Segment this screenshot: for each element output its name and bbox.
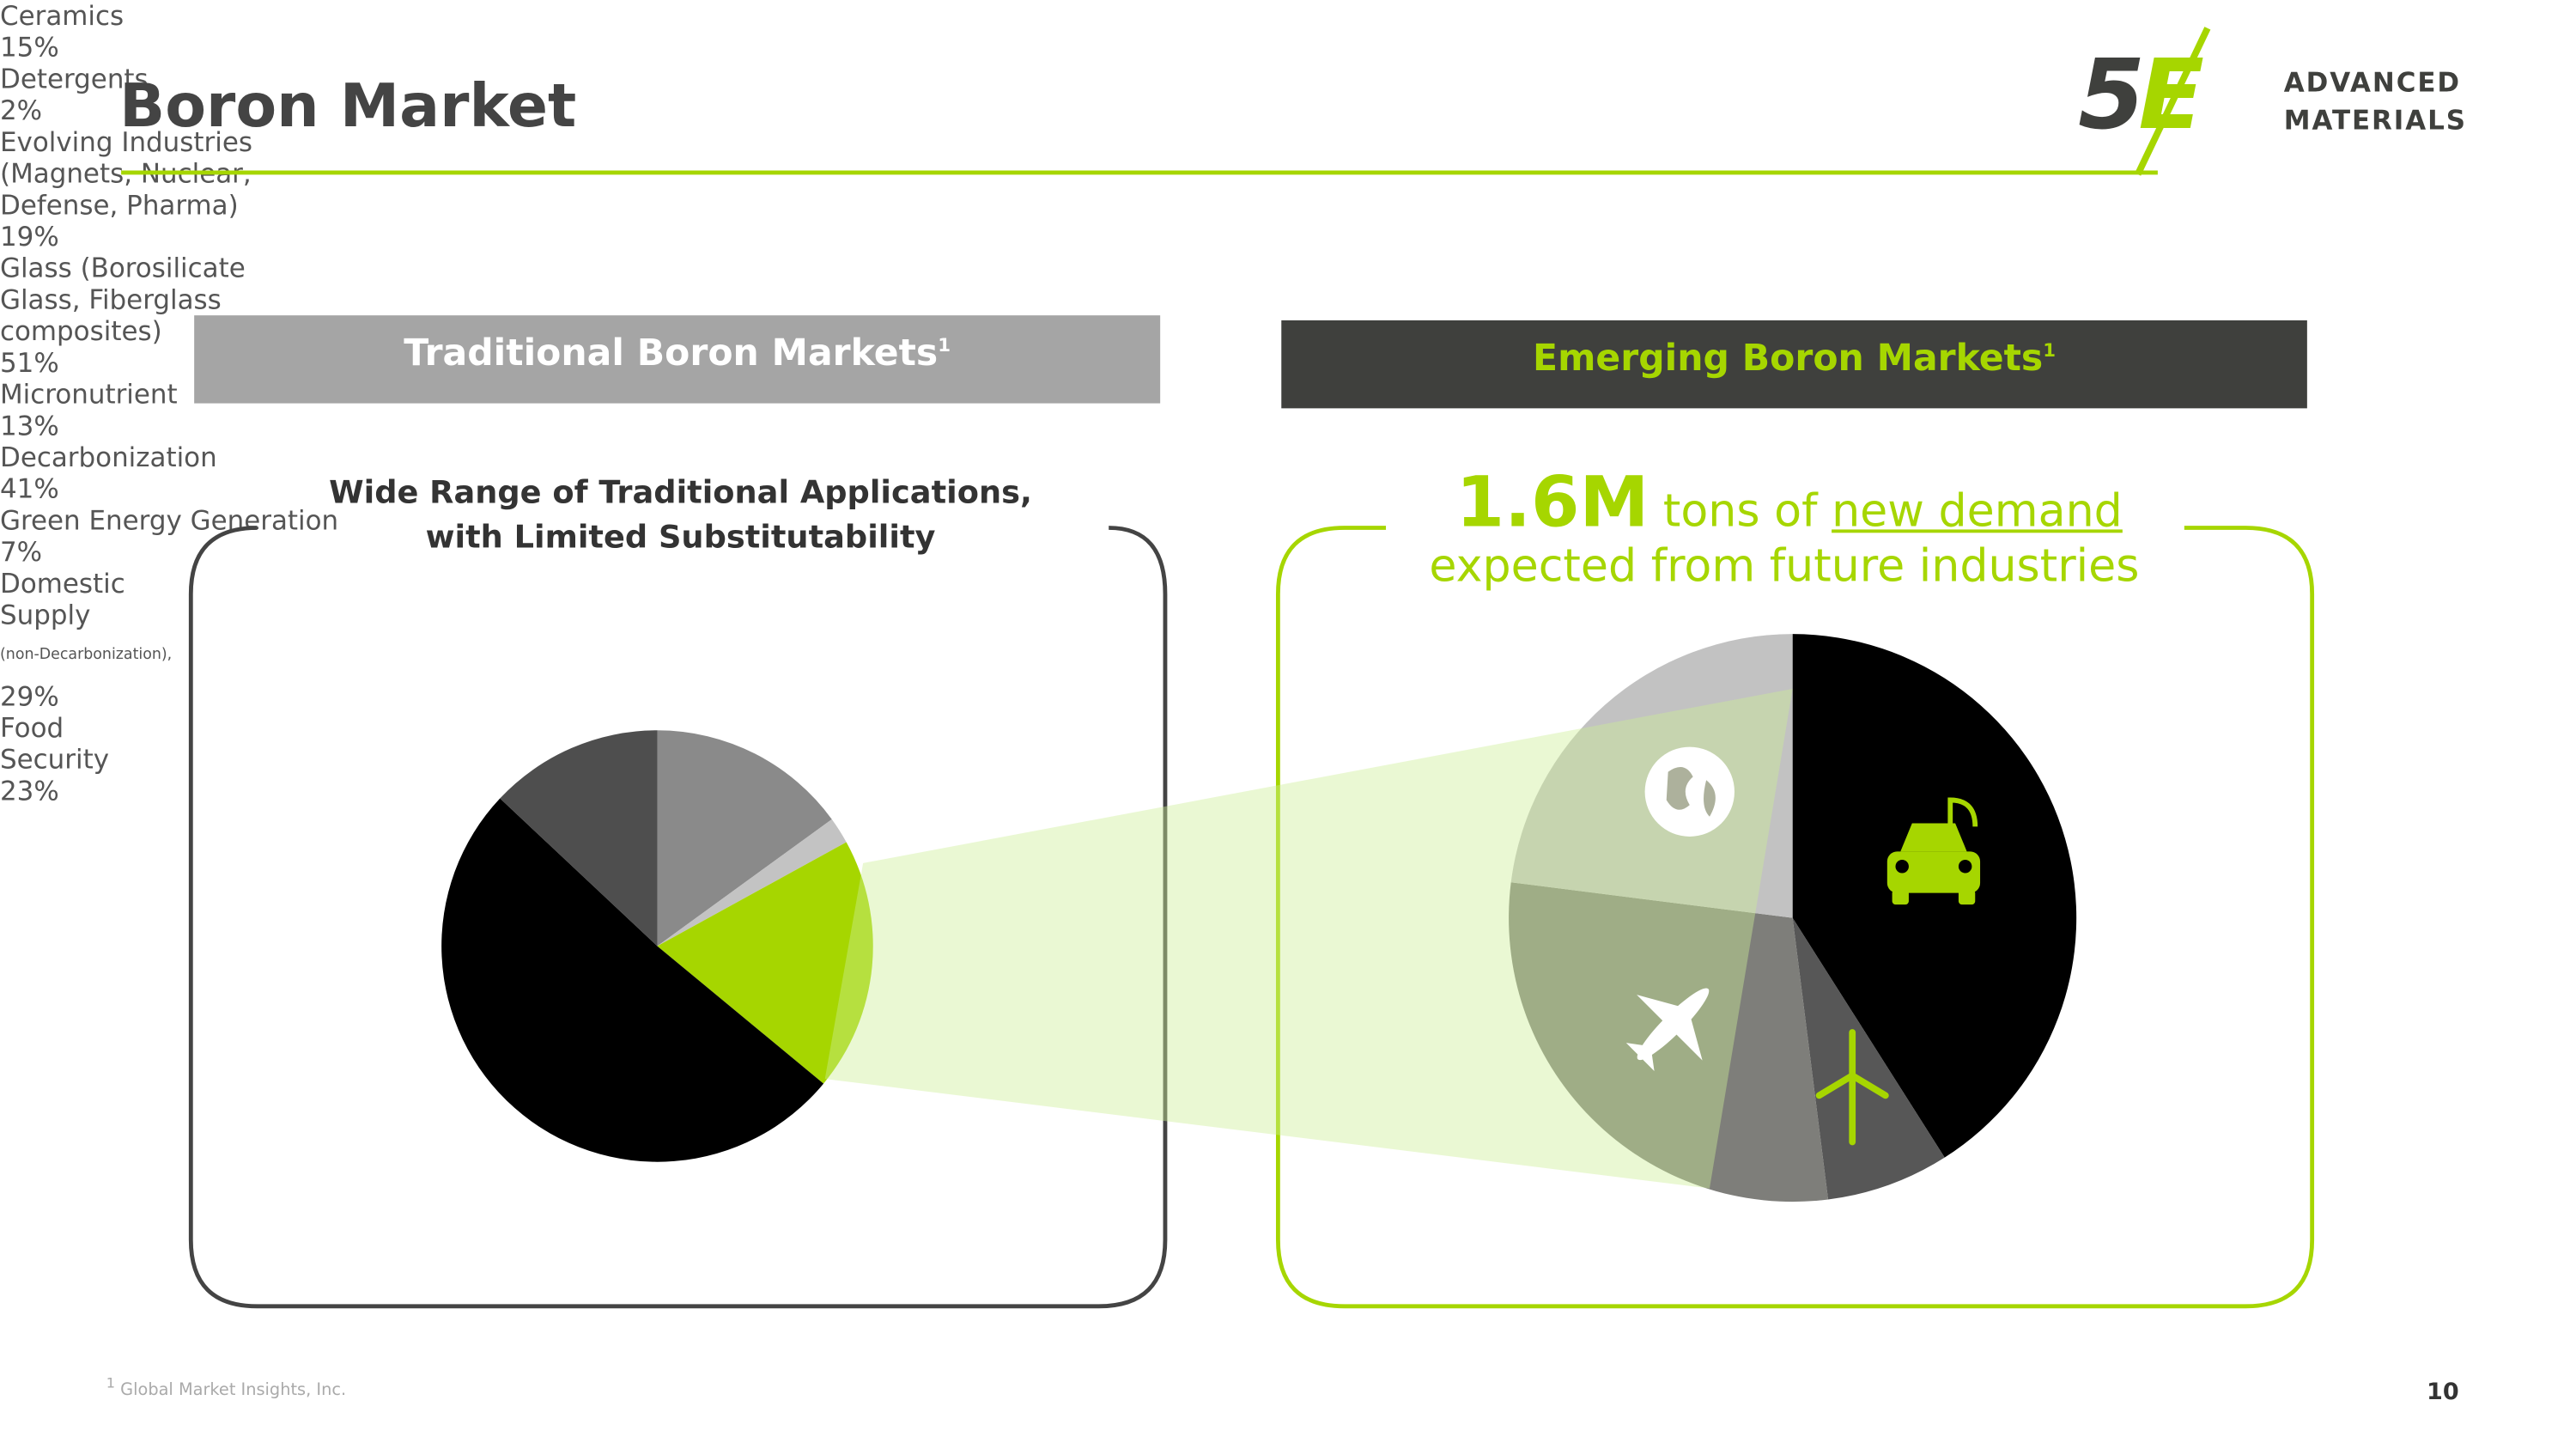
- footnote-mark: 1: [106, 1374, 115, 1391]
- category-label: Decarbonization: [0, 441, 217, 473]
- footnote: 1 Global Market Insights, Inc.: [106, 1374, 346, 1400]
- value-label: 13%: [0, 410, 59, 442]
- pie-slice: [657, 819, 847, 947]
- logo-text: ADVANCED: [2283, 66, 2462, 99]
- section-header: Emerging Boron Markets1: [1281, 338, 2307, 380]
- category-label: Detergents: [0, 63, 149, 95]
- chart-title: Wide Range of Traditional Applications, …: [329, 474, 1032, 557]
- category-label: Glass (Borosilicate Glass, Fiberglass co…: [0, 252, 246, 347]
- footnote-ref: 1: [2043, 339, 2057, 362]
- page-number: 10: [2427, 1379, 2459, 1406]
- pie-slice: [1792, 634, 2077, 1158]
- globe-icon: [1644, 746, 1735, 837]
- value-label: 51%: [0, 346, 59, 379]
- value-label: 29%: [0, 680, 59, 713]
- value-label: 7%: [0, 536, 43, 568]
- plane-icon: [1625, 988, 1710, 1071]
- data-label: Ceramics 15%: [0, 0, 265, 63]
- callout-link[interactable]: new demand: [1832, 486, 2123, 539]
- value-label: 15%: [0, 31, 59, 64]
- category-label: Food Security: [0, 712, 110, 776]
- data-label: Green Energy Generation 7%: [0, 504, 432, 567]
- logo-slash: [2135, 27, 2211, 176]
- section-title: Emerging Boron Markets: [1533, 338, 2044, 381]
- frame: [188, 526, 1168, 1309]
- callout-subtext: expected from future industries: [1429, 540, 2140, 593]
- pie-slice: [657, 730, 832, 947]
- data-label: Glass (Borosilicate Glass, Fiberglass co…: [0, 253, 283, 379]
- category-label: Micronutrient: [0, 378, 178, 411]
- category-note: (non-Decarbonization),: [0, 647, 173, 664]
- data-label: Food Security 23%: [0, 712, 166, 807]
- category-label: Domestic Supply: [0, 567, 125, 631]
- logo-mark: 5E: [2078, 38, 2204, 151]
- data-label: Detergents 2%: [0, 63, 233, 125]
- turbine-icon: [1815, 1029, 1889, 1146]
- highlight-band: [824, 688, 1793, 1189]
- category-label: Ceramics: [0, 0, 125, 32]
- pie-slice: [441, 798, 824, 1162]
- callout-text: tons of: [1662, 486, 1818, 539]
- footnote-text: Global Market Insights, Inc.: [120, 1381, 347, 1400]
- value-label: 23%: [0, 775, 59, 807]
- car-icon: [1886, 797, 1981, 905]
- section-title: Traditional Boron Markets: [404, 333, 939, 375]
- data-label: Decarbonization 41%: [0, 441, 332, 504]
- data-label: Domestic Supply (non-Decarbonization), 29%: [0, 568, 183, 712]
- value-label: 19%: [0, 221, 59, 253]
- value-label: 41%: [0, 472, 59, 505]
- callout: 1.6M tons of new demand: [1394, 461, 2184, 543]
- data-label: Evolving Industries (Magnets, Nuclear, D…: [0, 126, 290, 253]
- category-label: Evolving Industries (Magnets, Nuclear, D…: [0, 125, 252, 222]
- data-label: Micronutrient 13%: [0, 379, 265, 441]
- logo-text: MATERIALS: [2283, 104, 2467, 137]
- footnote-ref: 1: [938, 334, 951, 356]
- section-bar: [194, 315, 1161, 404]
- frame: [1275, 526, 2315, 1309]
- section-header: Traditional Boron Markets1: [194, 333, 1160, 374]
- callout-amount: 1.6M: [1455, 461, 1649, 543]
- page-title: Boron Market: [119, 73, 577, 142]
- pie-slice: [657, 842, 873, 1084]
- pie-slice: [1792, 917, 1945, 1200]
- value-label: 2%: [0, 94, 43, 126]
- section-bar: [1281, 320, 2307, 409]
- pie-slice: [500, 730, 658, 947]
- category-label: Green Energy Generation: [0, 504, 339, 537]
- pies: [441, 634, 2077, 1202]
